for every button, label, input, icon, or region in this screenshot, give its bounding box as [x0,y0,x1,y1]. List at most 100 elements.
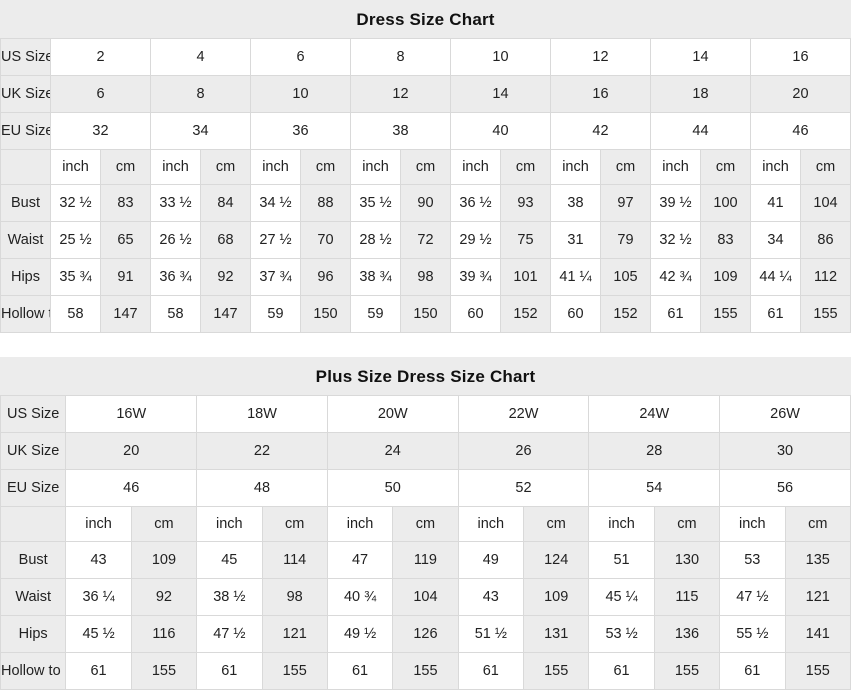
size-cell: 26 [457,432,590,470]
measure-cell: 90 [400,184,451,222]
measure-cell: 121 [261,615,328,653]
measure-cell: 41 ¼ [550,258,601,296]
size-cell: 38 [350,112,451,150]
unit-cell-cm: cm [500,149,551,185]
measure-cell: 53 ½ [588,615,655,653]
measure-cell: 49 ½ [326,615,394,653]
chart-title-row: Dress Size Chart [0,0,851,39]
unit-cell-cm: cm [653,506,721,542]
measure-cell: 47 [326,541,394,579]
size-cell: 16 [750,38,851,76]
measure-cell: 38 [550,184,601,222]
size-cell: 6 [50,75,151,113]
row-label-hollow-to-floor: Hollow to Floor [0,652,67,690]
dress-size-chart-table: Dress Size Chart US Size 2 4 6 8 10 12 1… [0,0,851,333]
measure-cell: 59 [250,295,301,333]
size-cell: 26W [719,395,851,433]
unit-cell-inch: inch [196,506,263,542]
measure-cell: 72 [400,221,451,259]
measure-cell: 70 [300,221,351,259]
row-label-eu-size: EU Size [0,469,67,507]
measure-cell: 83 [100,184,151,222]
size-cell: 28 [588,432,721,470]
unit-cell-cm: cm [300,149,351,185]
size-cell: 4 [150,38,251,76]
size-cell: 6 [250,38,351,76]
size-cell: 24 [326,432,459,470]
size-cell: 12 [350,75,451,113]
measure-cell: 100 [700,184,751,222]
size-cell: 24W [588,395,721,433]
measure-cell: 155 [653,652,721,690]
measure-cell: 98 [400,258,451,296]
measure-cell: 38 ½ [196,578,263,616]
measure-cell: 155 [700,295,751,333]
size-cell: 32 [50,112,151,150]
size-cell: 52 [457,469,590,507]
size-cell: 46 [65,469,198,507]
size-cell: 56 [719,469,851,507]
measure-cell: 45 ¼ [588,578,655,616]
unit-cell-inch: inch [326,506,394,542]
measure-cell: 135 [784,541,851,579]
plus-page-title: Plus Size Dress Size Chart [0,357,851,396]
unit-cell-cm: cm [522,506,590,542]
measure-cell: 47 ½ [719,578,786,616]
measure-cell: 43 [457,578,525,616]
size-cell: 16 [550,75,651,113]
plus-size-dress-chart-table: Plus Size Dress Size Chart US Size 16W 1… [0,357,851,690]
size-cell: 42 [550,112,651,150]
size-cell: 10 [450,38,551,76]
plus-chart-body: Plus Size Dress Size Chart US Size 16W 1… [0,357,851,690]
size-cell: 54 [588,469,721,507]
measure-cell: 47 ½ [196,615,263,653]
size-row-us: US Size 16W 18W 20W 22W 24W 26W [0,395,851,433]
measure-cell: 41 [750,184,801,222]
measure-cell: 61 [65,652,132,690]
measure-cell: 112 [800,258,851,296]
measure-cell: 155 [522,652,590,690]
unit-cell-cm: cm [261,506,328,542]
measure-cell: 84 [200,184,251,222]
measure-cell: 88 [300,184,351,222]
size-row-eu: EU Size 32 34 36 38 40 42 44 46 [0,112,851,150]
unit-cell-inch: inch [650,149,701,185]
measure-cell: 28 ½ [350,221,401,259]
measure-cell: 141 [784,615,851,653]
unit-cell-inch: inch [65,506,132,542]
unit-cell-inch: inch [719,506,786,542]
measure-cell: 150 [400,295,451,333]
measure-cell: 155 [261,652,328,690]
row-label-waist: Waist [0,221,51,259]
size-row-eu: EU Size 46 48 50 52 54 56 [0,469,851,507]
size-cell: 22 [196,432,328,470]
measure-cell: 109 [700,258,751,296]
size-cell: 12 [550,38,651,76]
size-cell: 20 [750,75,851,113]
measure-cell: 43 [65,541,132,579]
unit-cell-inch: inch [457,506,525,542]
measure-cell: 60 [450,295,501,333]
unit-cell-cm: cm [400,149,451,185]
measure-cell: 92 [200,258,251,296]
measure-cell: 109 [522,578,590,616]
measure-cell: 116 [130,615,198,653]
row-label-uk-size: UK Size [0,75,51,113]
size-cell: 2 [50,38,151,76]
measure-cell: 83 [700,221,751,259]
measure-cell: 75 [500,221,551,259]
measure-row-bust: Bust 43 109 45 114 47 119 49 124 51 130 … [0,541,851,579]
unit-cell-cm: cm [600,149,651,185]
unit-cell-cm: cm [800,149,851,185]
measure-cell: 109 [130,541,198,579]
measure-cell: 152 [600,295,651,333]
size-cell: 34 [150,112,251,150]
measure-cell: 126 [392,615,459,653]
measure-cell: 150 [300,295,351,333]
measure-cell: 59 [350,295,401,333]
measure-cell: 27 ½ [250,221,301,259]
unit-cell-cm: cm [100,149,151,185]
row-label-us-size: US Size [0,38,51,76]
unit-cell-inch: inch [250,149,301,185]
